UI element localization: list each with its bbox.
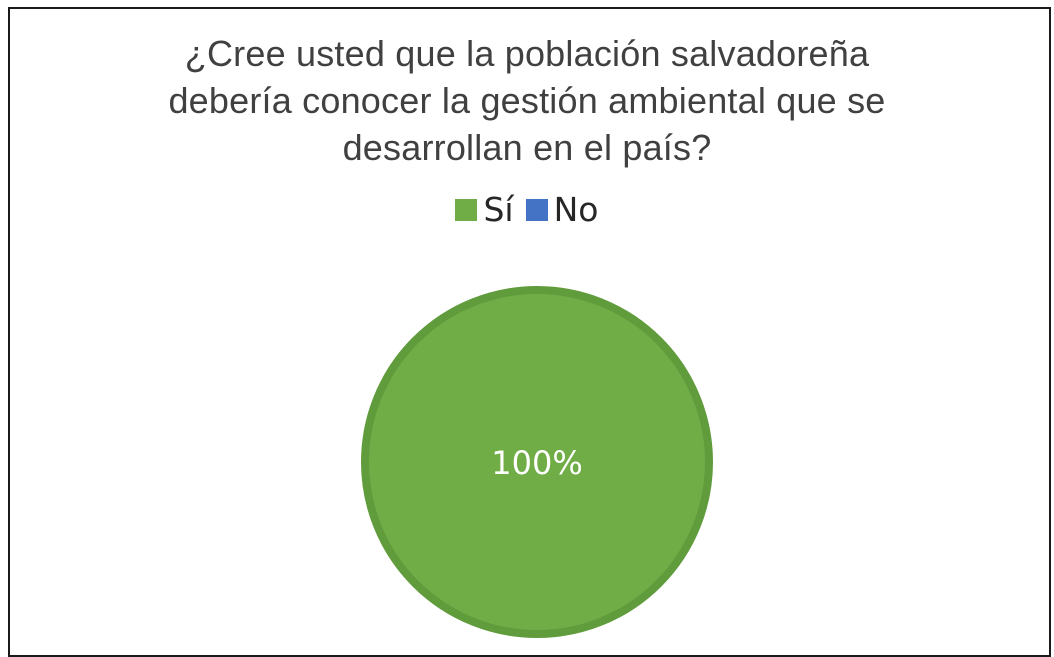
- chart-title: ¿Cree usted que la población salvadoreña…: [168, 33, 886, 168]
- legend-swatch-no: [525, 199, 548, 221]
- legend-item-no: No: [525, 190, 599, 230]
- legend-label-si: Sí: [483, 190, 514, 229]
- legend-swatch-si: [455, 199, 478, 221]
- legend-label-no: No: [553, 190, 599, 229]
- legend-item-si: Sí: [455, 190, 514, 230]
- data-label-si: 100%: [491, 444, 582, 482]
- pie-slice-0: [361, 286, 713, 638]
- chart-legend: Sí No: [0, 190, 1054, 230]
